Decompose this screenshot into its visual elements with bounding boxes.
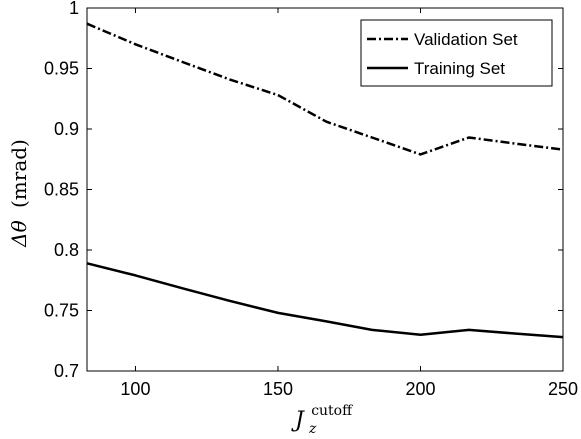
legend-box [360,19,553,87]
tick-layer: 100 150 200 250 0.7 0.75 0.8 0.85 0.9 0.95 1 [44,0,578,399]
series-line-training [86,262,564,339]
y-tick-label: 0.8 [54,240,79,260]
y-axis-label: Δθ (mrad) [7,139,31,248]
y-tick-label: 0.75 [44,301,79,321]
x-axis-label-superscript: cutoff [311,403,353,419]
x-tick-label: 150 [263,379,293,399]
series-line-validation [86,22,564,156]
y-axis-label-unit: (mrad) [7,139,31,208]
y-tick-label: 1 [69,0,79,18]
legend: Validation Set Training Set [360,19,553,87]
x-axis-label-base: J [291,408,305,433]
series-layer [86,22,564,339]
y-tick-label: 0.9 [54,119,79,139]
x-tick-label: 250 [548,379,578,399]
y-tick-label: 0.7 [54,361,79,381]
x-tick-label: 100 [120,379,150,399]
y-axis-label-symbol: Δθ [7,220,31,247]
x-tick-label: 200 [405,379,435,399]
legend-label-validation: Validation Set [414,30,518,49]
axis-titles: Δθ (mrad) J cutoff z [7,139,358,437]
legend-label-training: Training Set [414,59,505,78]
y-tick-label: 0.95 [44,59,79,79]
x-axis-label-subscript: z [308,421,317,437]
x-axis-label: J cutoff z [291,396,358,437]
y-tick-label: 0.85 [44,180,79,200]
